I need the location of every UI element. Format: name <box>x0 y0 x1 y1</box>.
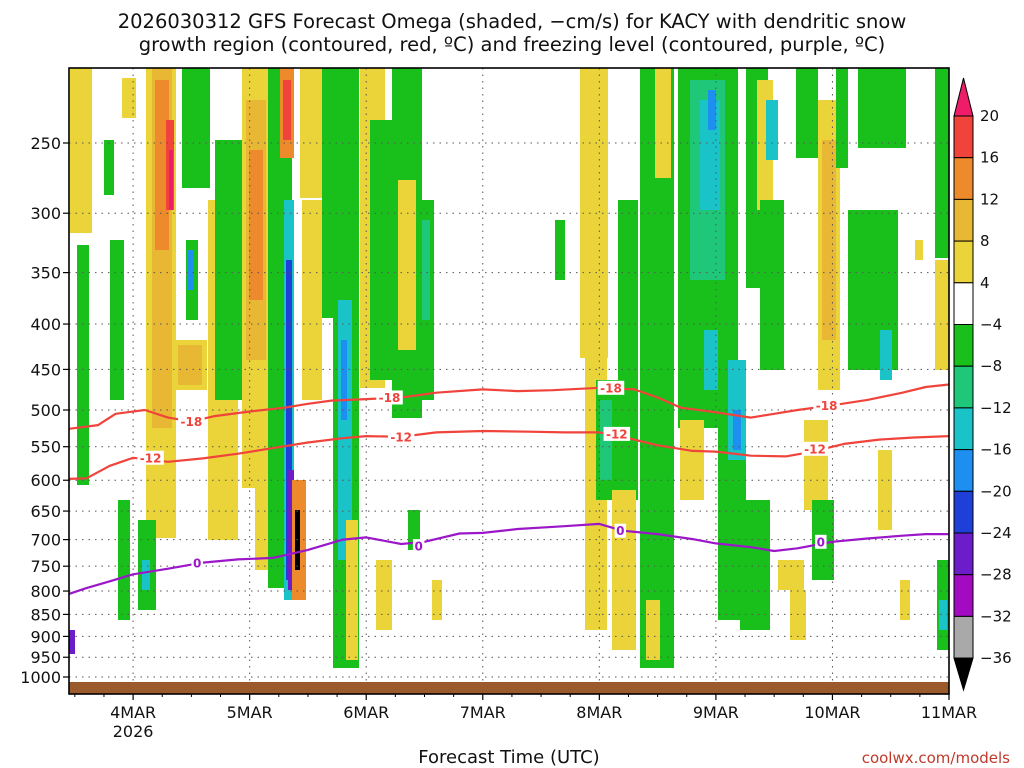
x-tick-label-5MAR: 5MAR <box>227 703 273 722</box>
x-axis-label: Forecast Time (UTC) <box>418 747 599 768</box>
x-tick-label-7MAR: 7MAR <box>460 703 506 722</box>
colorbar-top-triangle <box>953 77 974 117</box>
contour-line--12 <box>69 429 949 480</box>
y-tick-label-850: 850 <box>30 605 61 624</box>
contour-label-bg-0 <box>815 534 827 549</box>
chart-title-line1: 2026030312 GFS Forecast Omega (shaded, −… <box>118 10 907 33</box>
x-tick-sublabel-year: 2026 <box>113 722 154 741</box>
contour-label-bg--18 <box>813 398 840 413</box>
y-tick-label-500: 500 <box>30 401 61 420</box>
colorbar-bottom-triangle <box>953 657 974 692</box>
colorbar-label: −28 <box>980 566 1012 584</box>
contour-label--18: -18 <box>379 391 401 405</box>
contour-label-bg--18 <box>376 390 403 405</box>
contour-label-bg--12 <box>387 429 415 444</box>
colorbar-swatch-4 <box>953 240 974 284</box>
colorbar-swatch-13 <box>953 615 974 659</box>
y-tick-label-550: 550 <box>30 438 61 457</box>
colorbar-label: −20 <box>980 482 1012 500</box>
y-tick-label-900: 900 <box>30 627 61 646</box>
colorbar-swatch-1 <box>953 115 974 159</box>
colorbar-label: 4 <box>980 274 990 292</box>
contour-label--12: -12 <box>606 427 628 441</box>
colorbar-label: −36 <box>980 649 1012 667</box>
y-axis: 250 300 350 400 450 500 550 600 650 700 750 800 850 9… <box>20 134 69 687</box>
contour-label-bg--18 <box>178 414 205 429</box>
x-tick-label-9MAR: 9MAR <box>693 703 739 722</box>
contour-label-0: 0 <box>193 557 201 571</box>
x-tick-label-10MAR: 10MAR <box>804 703 860 722</box>
colorbar-swatch-11 <box>953 532 974 576</box>
contour-label-bg--12 <box>801 441 829 456</box>
colorbar-swatch-3 <box>953 198 974 242</box>
contour-label--18: -18 <box>816 399 838 413</box>
contour-label-bg--12 <box>137 450 164 465</box>
y-tick-label-750: 750 <box>30 557 61 576</box>
colorbar-legend: 20 16 12 8 4 −4 −8 −12 −16 −20 −24 −28 −32 −36 <box>953 77 1012 692</box>
colorbar-swatch-9 <box>953 449 974 492</box>
x-tick-label-6MAR: 6MAR <box>343 703 389 722</box>
y-tick-label-1000: 1000 <box>20 668 61 687</box>
y-tick-label-400: 400 <box>30 315 61 334</box>
colorbar-swatch-6 <box>953 324 974 367</box>
y-tick-label-800: 800 <box>30 582 61 601</box>
chart-title-line2: growth region (contoured, red, ºC) and f… <box>139 33 886 56</box>
colorbar-label: 20 <box>980 107 999 125</box>
temperature-contours: -18 -18 -18 -18 -12 -12 -12 -12 0 0 0 0 <box>69 380 949 595</box>
terrain-band <box>69 682 949 694</box>
colorbar-swatch-8 <box>953 407 974 451</box>
colorbar-swatch-10 <box>953 490 974 534</box>
colorbar-label: −12 <box>980 399 1012 417</box>
contour-label-bg-0 <box>614 523 627 538</box>
contour-label-0: 0 <box>414 540 422 554</box>
x-tick-label-4MAR: 4MAR <box>110 703 156 722</box>
contour-label--18: -18 <box>600 381 622 395</box>
colorbar-label: 12 <box>980 190 999 208</box>
y-tick-label-700: 700 <box>30 531 61 550</box>
colorbar-label: 16 <box>980 149 999 167</box>
colorbar-swatch-7 <box>953 365 974 409</box>
colorbar-label: −24 <box>980 524 1012 542</box>
colorbar-label: −16 <box>980 441 1012 459</box>
x-tick-label-8MAR: 8MAR <box>576 703 622 722</box>
colorbar-swatch-2 <box>953 157 974 200</box>
y-tick-label-350: 350 <box>30 264 61 283</box>
y-tick-label-950: 950 <box>30 648 61 667</box>
plot-frame <box>68 67 950 695</box>
colorbar-label: −32 <box>980 607 1012 625</box>
contour-label-bg--18 <box>597 380 625 395</box>
credit-text: coolwx.com/models <box>862 749 1010 767</box>
y-tick-label-250: 250 <box>30 134 61 153</box>
contour-label-bg--12 <box>603 426 631 441</box>
contour-label-0: 0 <box>817 535 825 549</box>
colorbar-label: 8 <box>980 232 990 250</box>
x-tick-label-11MAR: 11MAR <box>921 703 977 722</box>
contour-label--12: -12 <box>390 430 412 444</box>
y-tick-label-650: 650 <box>30 502 61 521</box>
y-tick-label-450: 450 <box>30 360 61 379</box>
contour-label-0: 0 <box>616 524 624 538</box>
contour-label--18: -18 <box>181 415 203 429</box>
y-tick-label-300: 300 <box>30 204 61 223</box>
contour-label-bg-0 <box>412 539 425 554</box>
colorbar-swatch-5 <box>953 282 974 325</box>
contour-label--12: -12 <box>804 442 826 456</box>
colorbar-label: −8 <box>980 357 1002 375</box>
colorbar-swatch-12 <box>953 574 974 617</box>
contour-label-bg-0 <box>191 556 203 571</box>
y-tick-label-600: 600 <box>30 471 61 490</box>
contour-label--12: -12 <box>140 451 162 465</box>
colorbar-label: −4 <box>980 316 1002 334</box>
